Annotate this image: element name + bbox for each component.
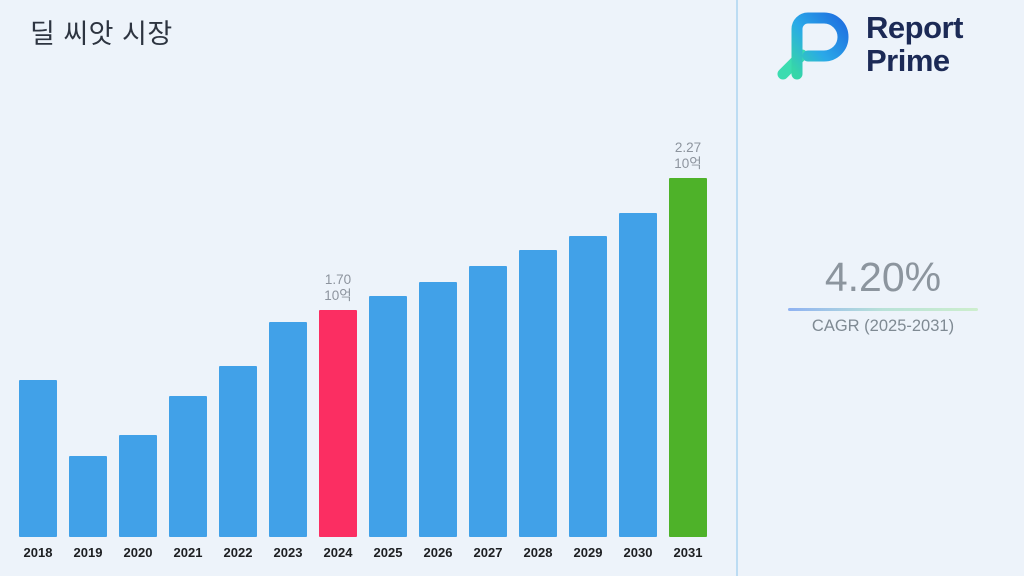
- bar-2020: 2020: [119, 435, 157, 560]
- bar-2027: 2027: [469, 266, 507, 560]
- bar-2023: 2023: [269, 322, 307, 560]
- x-axis-label-2024: 2024: [323, 545, 353, 560]
- x-axis-label-2026: 2026: [423, 545, 453, 560]
- x-axis-label-2019: 2019: [73, 545, 103, 560]
- bar-2021: 2021: [169, 396, 207, 560]
- cagr-label: CAGR (2025-2031): [811, 317, 955, 335]
- logo-line2: Prime: [866, 43, 950, 78]
- logo-text: Report Prime: [866, 10, 963, 78]
- bar-2028: 2028: [519, 250, 557, 560]
- bar-value-label-2024: 1.70 10억: [324, 271, 352, 303]
- x-axis-label-2027: 2027: [473, 545, 503, 560]
- report-prime-logo: Report Prime: [772, 8, 963, 82]
- x-axis-label-2021: 2021: [173, 545, 203, 560]
- bar-2018: 2018: [19, 380, 57, 560]
- bar-2030: 2030: [619, 213, 657, 560]
- bar-2029: 2029: [569, 236, 607, 560]
- report-prime-logo-icon: [777, 12, 849, 80]
- x-axis-label-2018: 2018: [23, 545, 53, 560]
- bar-chart: 2018 2019 2020 2021 2022 2023 2024 1.70 10억 2025 2…: [19, 140, 707, 560]
- cagr-underline: [788, 308, 978, 311]
- vertical-divider: [736, 0, 738, 576]
- bar-value-label-2031: 2.27 10억: [674, 139, 702, 171]
- bar-2025: 2025: [369, 296, 407, 560]
- cagr-block: 4.20% CAGR (2025-2031): [788, 254, 978, 336]
- bar-2026: 2026: [419, 282, 457, 560]
- bar-2019: 2019: [69, 456, 107, 560]
- x-axis-label-2022: 2022: [223, 545, 253, 560]
- bar-2024: 2024 1.70 10억: [319, 272, 357, 560]
- x-axis-label-2023: 2023: [273, 545, 303, 560]
- bar-2022: 2022: [219, 366, 257, 560]
- x-axis-label-2030: 2030: [623, 545, 653, 560]
- x-axis-label-2031: 2031: [673, 545, 703, 560]
- page-title: 딜 씨앗 시장: [30, 19, 173, 49]
- x-axis-label-2025: 2025: [373, 545, 403, 560]
- x-axis-label-2028: 2028: [523, 545, 553, 560]
- bar-2031: 2031 2.27 10억: [669, 140, 707, 560]
- x-axis-label-2029: 2029: [573, 545, 603, 560]
- x-axis-label-2020: 2020: [123, 545, 153, 560]
- cagr-value: 4.20%: [824, 254, 942, 300]
- logo-line1: Report: [866, 10, 963, 46]
